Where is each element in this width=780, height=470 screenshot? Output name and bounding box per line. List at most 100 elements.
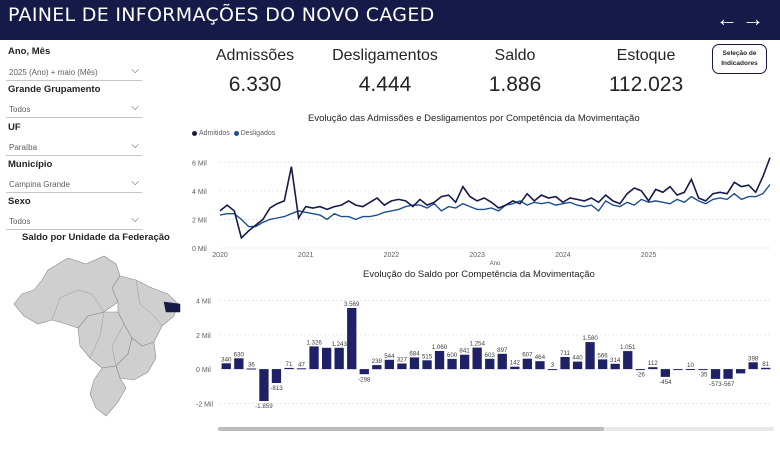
data-label: 112 — [648, 360, 658, 367]
bar[interactable] — [736, 369, 746, 374]
bar[interactable] — [547, 369, 558, 371]
bar[interactable] — [447, 358, 457, 370]
kpi-label: Admissões — [215, 47, 295, 64]
indicator-selection-button[interactable]: Seleção de Indicadores — [712, 44, 767, 74]
bar[interactable] — [334, 347, 344, 370]
data-label: 327 — [397, 357, 408, 364]
kpi-label: Saldo — [494, 47, 536, 64]
data-label: 81 — [762, 361, 769, 368]
bar[interactable] — [660, 369, 670, 377]
data-label: -567 — [722, 381, 735, 388]
data-label: 3.569 — [344, 301, 360, 308]
bar[interactable] — [384, 359, 394, 370]
data-label: 1.326 — [306, 339, 322, 346]
kpi-value: 112.023 — [608, 73, 684, 96]
bar[interactable] — [560, 357, 570, 370]
kpi-desligamentos: Desligamentos 4.444 — [315, 47, 455, 97]
bar[interactable] — [585, 342, 595, 370]
filter-select-grande-grupamento[interactable]: Todos ⌵ — [6, 101, 142, 118]
bar[interactable] — [510, 366, 520, 370]
bar[interactable] — [372, 365, 382, 370]
filter-select-sexo[interactable]: Todos ⌵ — [6, 213, 142, 230]
bar[interactable] — [761, 367, 771, 370]
bar[interactable] — [485, 358, 495, 370]
bar[interactable] — [648, 367, 658, 370]
arrow-left-icon[interactable]: ← — [716, 6, 738, 31]
bar[interactable] — [723, 369, 733, 379]
indicator-button-line2: Indicadores — [721, 60, 758, 67]
bar[interactable] — [322, 347, 332, 370]
bar[interactable] — [309, 346, 319, 370]
bar[interactable] — [635, 369, 645, 371]
page-title: PAINEL DE INFORMAÇÕES DO NOVO CAGED — [8, 4, 435, 26]
bar[interactable] — [460, 354, 470, 370]
bar[interactable] — [221, 363, 231, 370]
bar[interactable] — [434, 351, 445, 370]
bar[interactable] — [347, 308, 357, 370]
y-tick-label: -2 Mil — [196, 401, 214, 408]
filter-select-ano-mes[interactable]: 2025 (Ano) + maio (Mês) ⌵ — [6, 64, 142, 81]
scrollbar-thumb[interactable] — [218, 427, 604, 431]
bar[interactable] — [598, 359, 608, 370]
brazil-map[interactable] — [8, 250, 183, 422]
bar[interactable] — [623, 351, 633, 370]
map-region-southeast[interactable] — [115, 337, 157, 381]
data-label: 841 — [459, 348, 470, 355]
bar[interactable] — [572, 361, 583, 370]
chevron-down-icon: ⌵ — [131, 214, 139, 225]
horizontal-scrollbar[interactable] — [218, 427, 774, 431]
bar[interactable] — [673, 369, 683, 371]
data-label: 711 — [560, 350, 570, 357]
bar[interactable] — [422, 360, 432, 370]
arrow-right-icon[interactable]: → — [742, 6, 764, 31]
chevron-down-icon: ⌵ — [131, 65, 139, 76]
y-tick-label: 6 Mil — [192, 160, 207, 167]
map-region-south[interactable] — [89, 365, 127, 417]
bar[interactable] — [497, 353, 507, 370]
bar[interactable] — [610, 363, 620, 370]
legend-label-desligados: Desligados — [240, 130, 276, 137]
bar[interactable] — [748, 362, 758, 370]
data-label: 36 — [248, 362, 255, 369]
kpi-value: 4.444 — [358, 73, 412, 96]
bar[interactable] — [271, 369, 282, 383]
bar[interactable] — [259, 369, 269, 401]
bar[interactable] — [246, 368, 256, 370]
bar[interactable] — [296, 368, 307, 370]
series-line-admitidos[interactable] — [219, 157, 771, 240]
indicator-button-line1: Seleção de — [722, 50, 757, 57]
bar[interactable] — [535, 361, 545, 370]
bar[interactable] — [698, 369, 708, 371]
data-label: 1.060 — [432, 344, 448, 351]
bar[interactable] — [409, 357, 420, 370]
data-label: -813 — [270, 385, 283, 392]
data-label: 630 — [234, 351, 245, 358]
data-label: -35 — [699, 372, 709, 379]
filter-select-uf[interactable]: Paraíba ⌵ — [6, 139, 142, 156]
series-line-desligados[interactable] — [219, 184, 771, 228]
data-label: 464 — [535, 354, 546, 361]
x-tick-label: 2023 — [469, 252, 485, 259]
chevron-down-icon: ⌵ — [131, 140, 139, 151]
bar[interactable] — [472, 347, 482, 370]
map-state-paraiba[interactable] — [163, 301, 181, 313]
filter-panel: Ano, Mês 2025 (Ano) + maio (Mês) ⌵ Grand… — [0, 40, 190, 470]
filter-label-grande-grupamento: Grande Grupamento — [8, 84, 101, 95]
data-label: 607 — [522, 352, 533, 359]
data-label: 3 — [551, 362, 555, 369]
filter-label-sexo: Sexo — [8, 196, 31, 207]
data-label: 600 — [447, 352, 458, 359]
data-label: 1.254 — [469, 341, 485, 348]
chevron-down-icon: ⌵ — [131, 177, 139, 188]
filter-label-ano-mes: Ano, Mês — [8, 46, 51, 57]
filter-select-municipio[interactable]: Campina Grande ⌵ — [6, 176, 142, 193]
bar[interactable] — [522, 358, 532, 370]
bar[interactable] — [234, 358, 244, 370]
bar[interactable] — [685, 369, 696, 370]
bar[interactable] — [710, 369, 721, 379]
chevron-down-icon: ⌵ — [131, 102, 139, 113]
bar[interactable] — [397, 363, 407, 370]
bar[interactable] — [359, 369, 369, 375]
bar[interactable] — [284, 367, 294, 370]
